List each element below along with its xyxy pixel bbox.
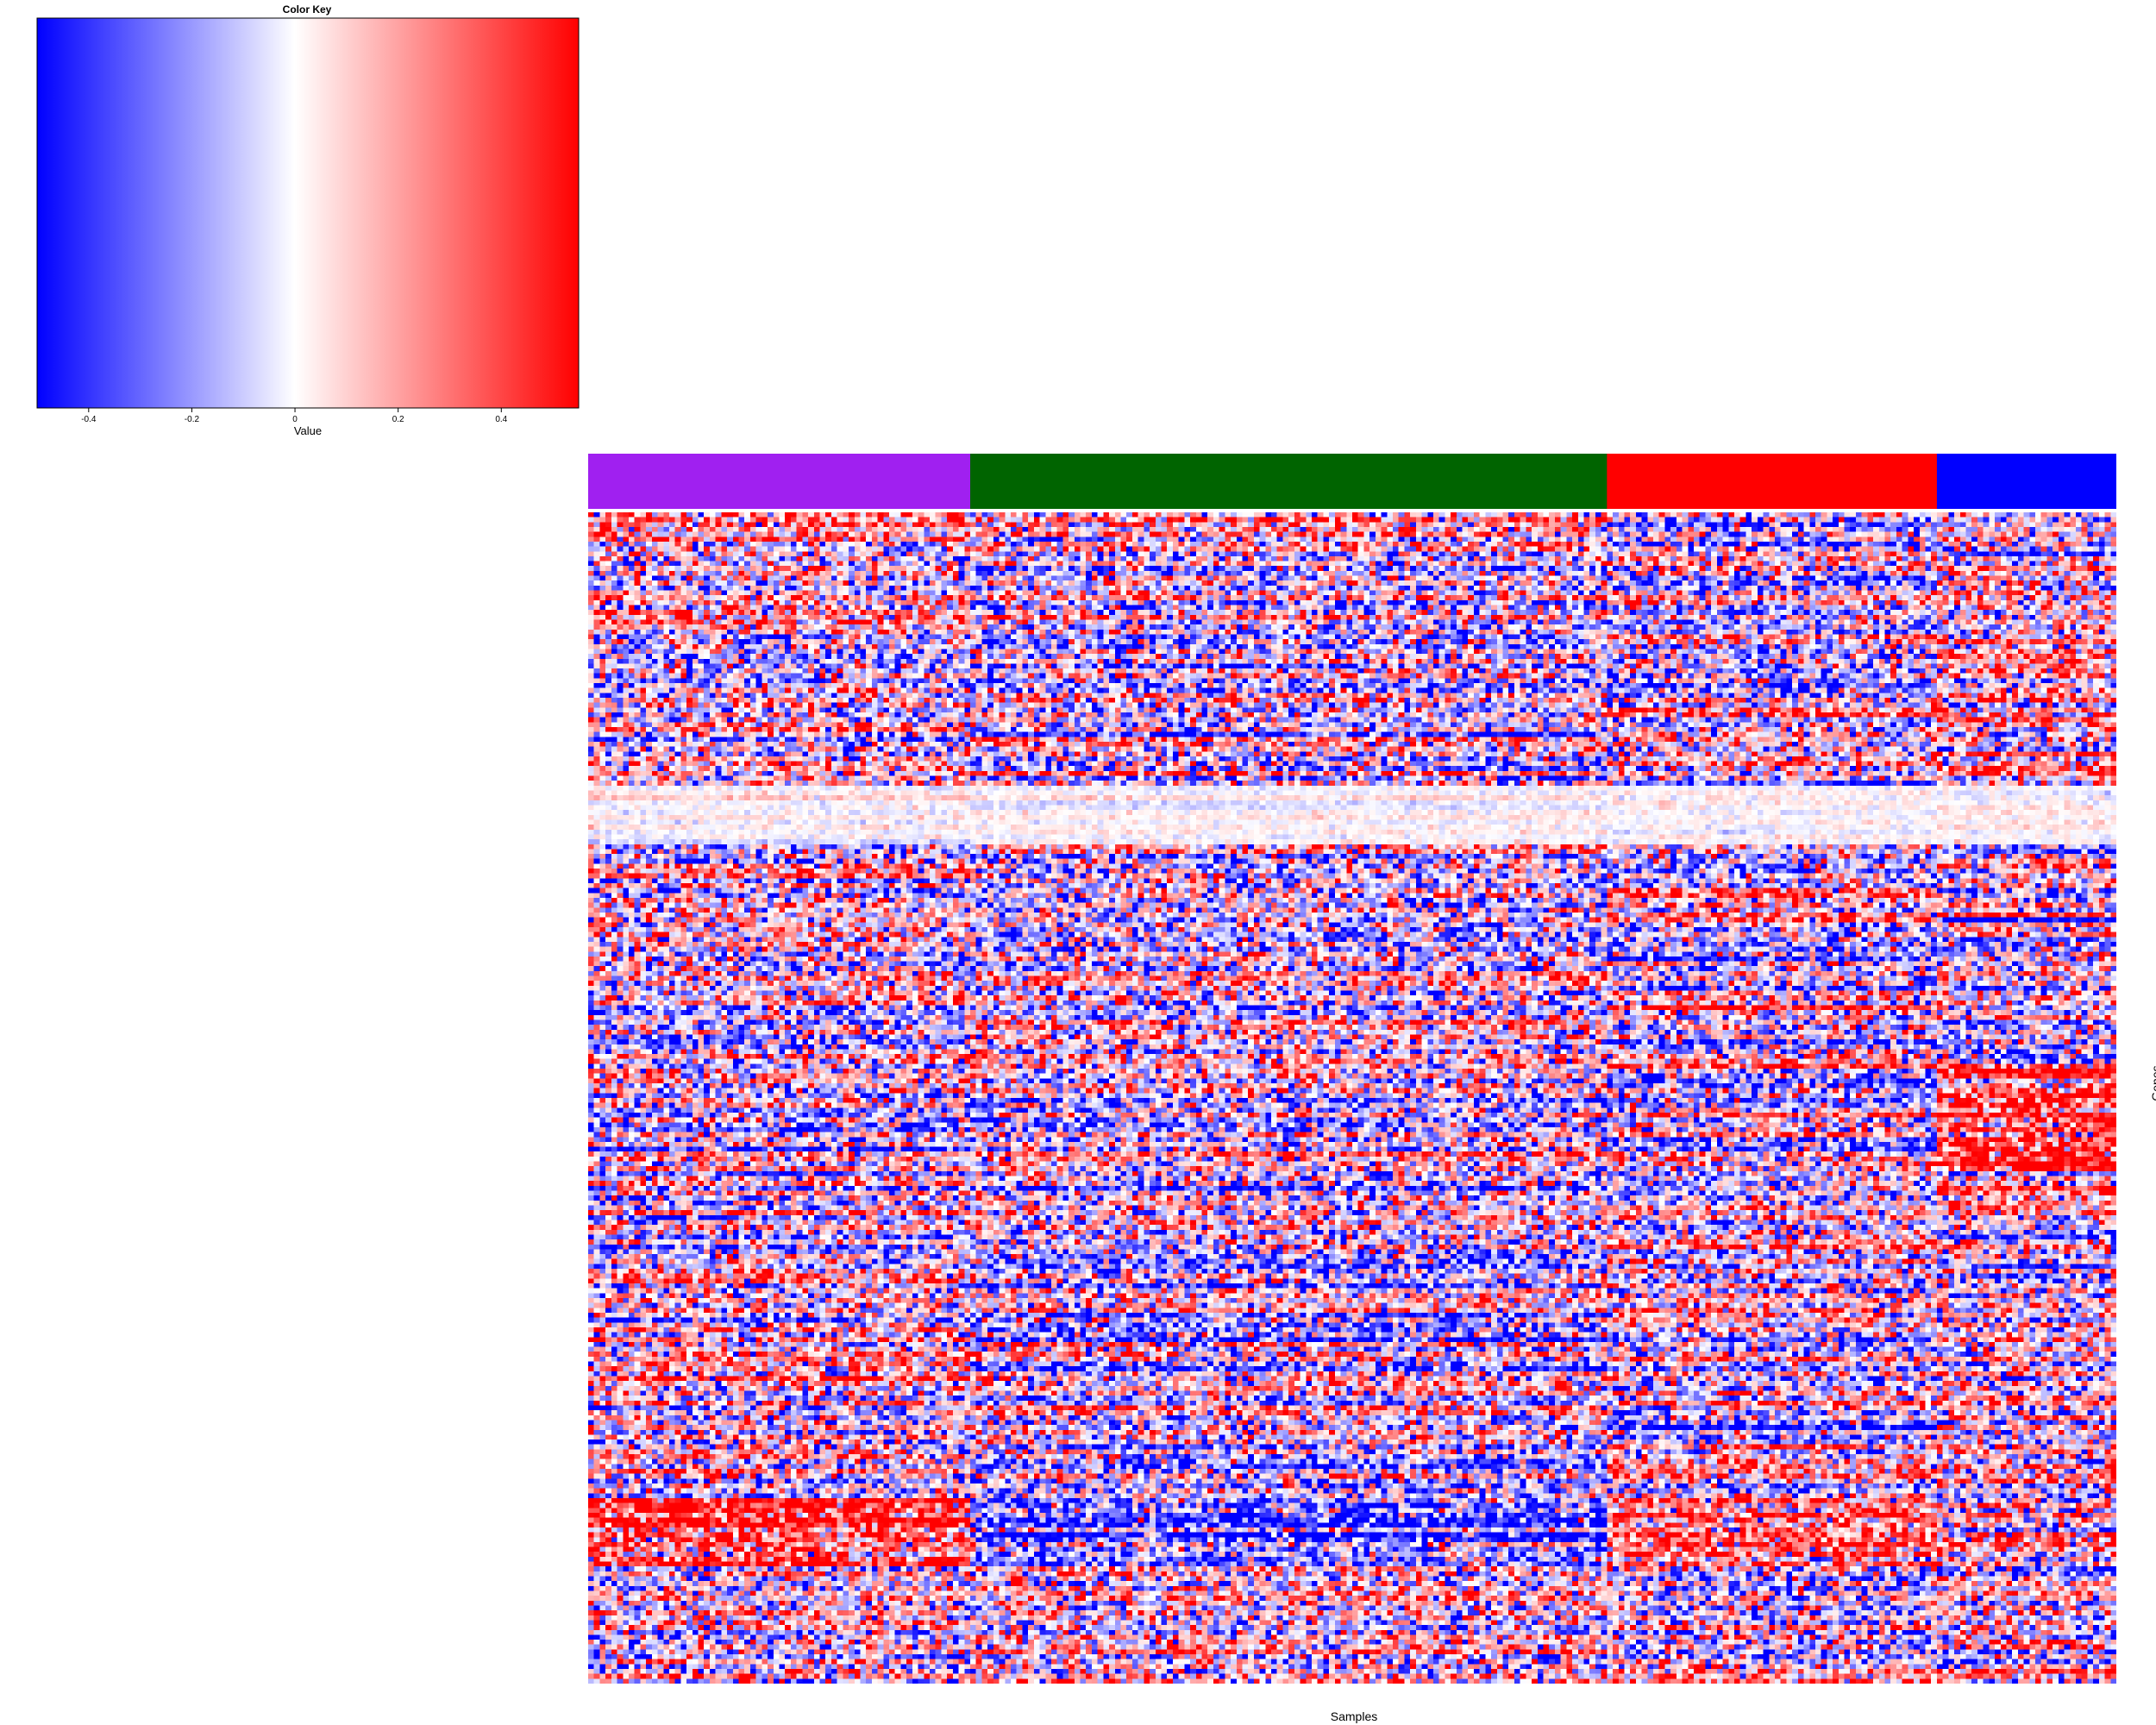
color-key-tick-label: 0 bbox=[292, 415, 298, 424]
color-key-ticks: -0.4 -0.2 0 0.2 0.4 bbox=[81, 408, 508, 424]
x-axis-label: Samples bbox=[1330, 1709, 1378, 1723]
color-key-tick-label: -0.4 bbox=[81, 415, 97, 424]
heatmap-matrix bbox=[588, 512, 2116, 1684]
color-key-value-label: Value bbox=[294, 424, 322, 437]
column-side-colors bbox=[588, 454, 2116, 509]
color-key-tick-label: 0.2 bbox=[392, 415, 404, 424]
color-key-gradient bbox=[36, 17, 580, 409]
color-key-title: Color Key bbox=[283, 3, 332, 16]
column-group-block bbox=[1607, 454, 1938, 509]
color-key: Color Key -0.4 -0.2 0 0.2 0.4 Value bbox=[36, 3, 580, 437]
column-group-block bbox=[970, 454, 1608, 509]
color-key-tick-label: -0.2 bbox=[185, 415, 200, 424]
column-group-block bbox=[588, 454, 971, 509]
column-group-block bbox=[1936, 454, 2116, 509]
y-axis-label: Genes bbox=[2149, 1065, 2156, 1101]
color-key-tick-label: 0.4 bbox=[495, 415, 507, 424]
